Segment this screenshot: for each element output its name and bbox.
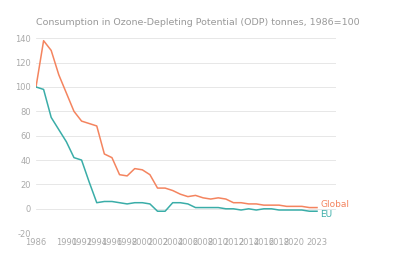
Text: EU: EU bbox=[320, 210, 332, 219]
Text: Consumption in Ozone-Depleting Potential (ODP) tonnes, 1986=100: Consumption in Ozone-Depleting Potential… bbox=[36, 18, 360, 27]
Text: Global: Global bbox=[320, 200, 349, 209]
